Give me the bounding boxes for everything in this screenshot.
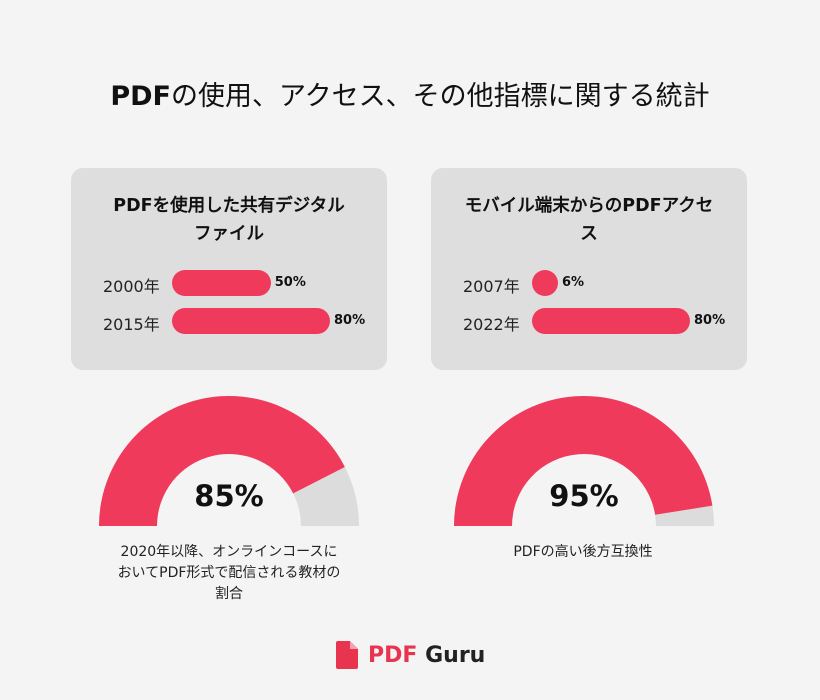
- bar-2015: [172, 308, 330, 334]
- bar-card-mobile-access: モバイル端末からのPDFアクセ ス 2007年 6% 2022年 80%: [431, 168, 747, 370]
- caption-line-1: 2020年以降、オンラインコースに: [120, 544, 338, 560]
- bar-2022: [532, 308, 690, 334]
- card-title-line-2: ス: [580, 224, 598, 244]
- brand-pdf: PDF: [368, 642, 418, 668]
- brand-name: PDF Guru: [368, 643, 485, 668]
- gauge-caption: PDFの高い後方互換性: [433, 542, 733, 563]
- gauge-online-course-materials: 85%: [98, 395, 360, 529]
- page-title-bold: PDF: [110, 81, 171, 112]
- bar-card-shared-files: PDFを使用した共有デジタル ファイル 2000年 50% 2015年 80%: [71, 168, 387, 370]
- card-title: モバイル端末からのPDFアクセ ス: [447, 192, 731, 248]
- pdf-document-icon: [336, 641, 358, 669]
- gauge-svg: [454, 396, 714, 526]
- bar-category-label: 2022年: [463, 315, 520, 334]
- caption-line-2: おいてPDF形式で配信される教材の: [117, 565, 341, 581]
- bar-category-label: 2000年: [103, 277, 160, 296]
- card-title-line-2: ファイル: [194, 224, 264, 244]
- bar-category-label: 2007年: [463, 277, 520, 296]
- page-title: PDFの使用、アクセス、その他指標に関する統計: [0, 74, 820, 113]
- bar-value-label: 6%: [562, 275, 585, 290]
- gauge-value-label: 95%: [549, 479, 619, 513]
- brand-guru: Guru: [425, 642, 486, 668]
- gauge-caption: 2020年以降、オンラインコースに おいてPDF形式で配信される教材の 割合: [79, 542, 379, 605]
- bar-2007: [532, 270, 558, 296]
- gauge-svg: [99, 396, 359, 526]
- gauge-fill: [99, 396, 345, 526]
- page-title-rest: の使用、アクセス、その他指標に関する統計: [171, 81, 710, 112]
- gauge-value-label: 85%: [194, 479, 264, 513]
- brand-logo: PDF Guru: [336, 640, 485, 670]
- bar-value-label: 50%: [274, 275, 306, 290]
- gauge-fill: [454, 396, 713, 526]
- card-title-line-1: PDFを使用した共有デジタル: [113, 196, 345, 216]
- caption-line-1: PDFの高い後方互換性: [513, 544, 653, 560]
- bar-value-label: 80%: [334, 313, 366, 328]
- gauge-backward-compatibility: 95%: [453, 395, 715, 529]
- card-title-line-1: モバイル端末からのPDFアクセ: [464, 196, 714, 216]
- bar-category-label: 2015年: [103, 315, 160, 334]
- bar-2000: [172, 270, 271, 296]
- caption-line-3: 割合: [215, 586, 243, 602]
- card-title: PDFを使用した共有デジタル ファイル: [87, 192, 371, 248]
- bar-value-label: 80%: [694, 313, 726, 328]
